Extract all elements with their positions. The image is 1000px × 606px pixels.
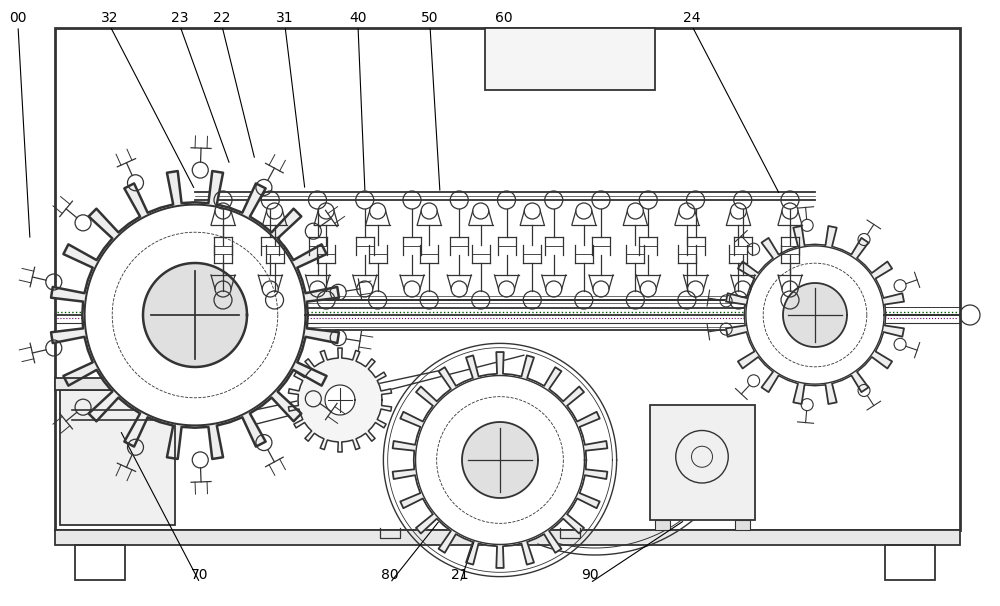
Polygon shape: [726, 226, 904, 404]
Polygon shape: [85, 205, 305, 425]
Text: 22: 22: [213, 11, 231, 25]
Bar: [650, 405, 755, 520]
Polygon shape: [746, 246, 884, 384]
Bar: [885, 545, 935, 580]
Text: 24: 24: [683, 11, 701, 25]
Text: 40: 40: [349, 11, 367, 25]
Polygon shape: [393, 352, 607, 568]
Polygon shape: [416, 376, 584, 544]
Bar: [735, 520, 750, 530]
Text: 21: 21: [451, 568, 469, 582]
Bar: [55, 28, 960, 530]
Text: 70: 70: [191, 568, 209, 582]
Polygon shape: [462, 422, 538, 498]
Bar: [655, 520, 670, 530]
Text: 00: 00: [9, 11, 27, 25]
Bar: [60, 390, 175, 525]
Polygon shape: [783, 283, 847, 347]
Bar: [75, 545, 125, 580]
Text: 50: 50: [421, 11, 439, 25]
Text: 31: 31: [276, 11, 294, 25]
Text: 32: 32: [101, 11, 119, 25]
Text: 90: 90: [581, 568, 599, 582]
Polygon shape: [325, 385, 355, 415]
Polygon shape: [288, 348, 392, 452]
Bar: [485, 28, 655, 90]
Bar: [55, 378, 180, 390]
Polygon shape: [51, 171, 339, 459]
Text: 60: 60: [495, 11, 513, 25]
Text: 80: 80: [381, 568, 399, 582]
Text: 23: 23: [171, 11, 189, 25]
Polygon shape: [143, 263, 247, 367]
Bar: [55, 530, 960, 545]
